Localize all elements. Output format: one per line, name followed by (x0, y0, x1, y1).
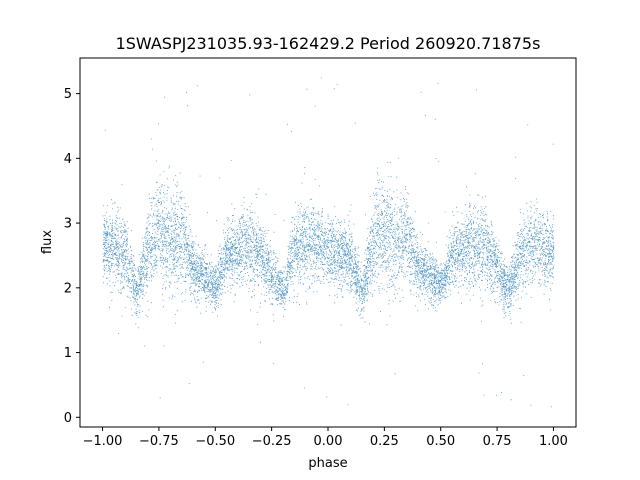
x-axis-ticks: −1.00 −0.75 −0.50 −0.25 0.00 0.25 0.50 0.75 1.00 (83, 427, 568, 449)
scatter-points (102, 77, 555, 408)
y-tick-label: 1 (64, 346, 72, 361)
x-tick-label: 0.50 (426, 434, 455, 449)
x-tick-label: −1.00 (83, 434, 123, 449)
x-tick-label: −0.50 (195, 434, 235, 449)
x-tick-label: 0.75 (483, 434, 512, 449)
y-axis-label: flux (40, 230, 55, 254)
x-tick-label: 0.25 (370, 434, 399, 449)
y-tick-label: 0 (64, 411, 72, 426)
x-tick-label: −0.25 (252, 434, 292, 449)
chart-title: 1SWASPJ231035.93-162429.2 Period 260920.… (116, 34, 541, 53)
y-tick-label: 2 (64, 281, 72, 296)
x-tick-label: 0.00 (314, 434, 343, 449)
x-tick-label: 1.00 (539, 434, 568, 449)
y-tick-label: 3 (64, 217, 72, 232)
x-axis-label: phase (308, 456, 347, 471)
x-tick-label: −0.75 (139, 434, 179, 449)
y-tick-label: 5 (64, 87, 72, 102)
y-tick-label: 4 (64, 152, 72, 167)
scatter-point-cloud (102, 77, 555, 408)
y-axis-ticks: 0 1 2 3 4 5 (64, 87, 80, 426)
